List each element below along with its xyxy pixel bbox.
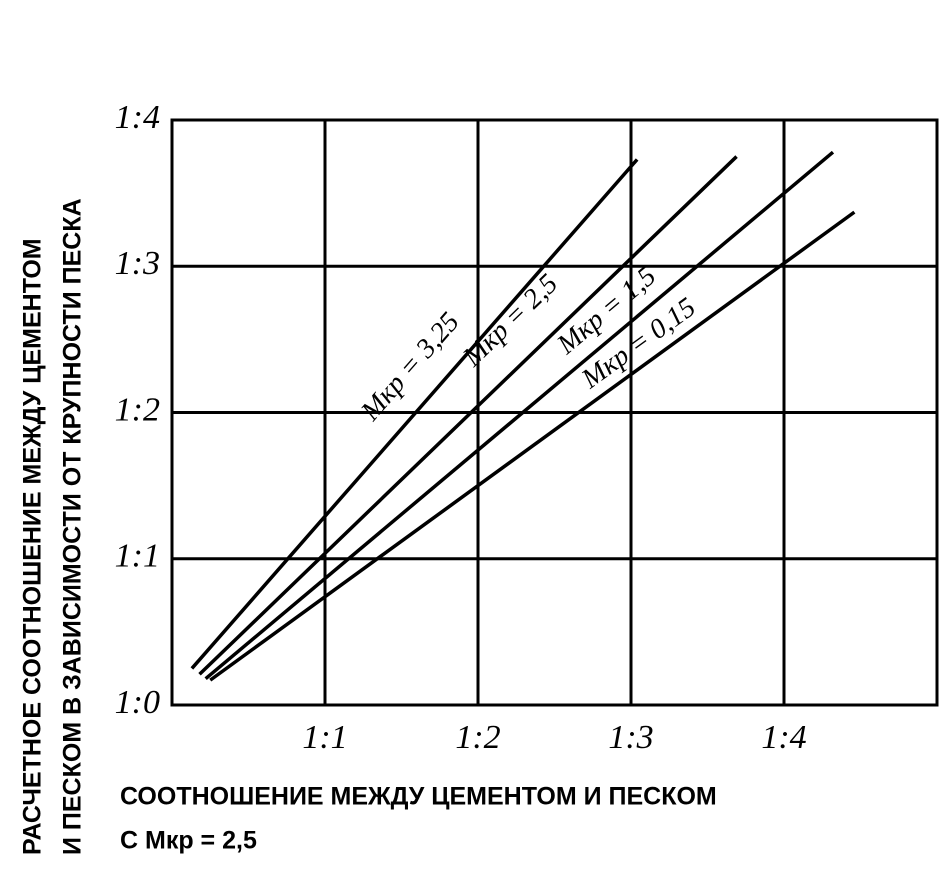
y-tick-label: 1:4 — [115, 99, 160, 136]
y-tick-label: 1:2 — [115, 391, 160, 428]
x-tick-label: 1:2 — [455, 719, 500, 756]
x-axis-label: С Mкр = 2,5 — [120, 827, 257, 855]
x-tick-label: 1:4 — [761, 719, 806, 756]
y-tick-label: 1:0 — [115, 684, 160, 721]
series-label: Mкр = 3,25 — [355, 307, 466, 428]
y-tick-label: 1:3 — [115, 245, 160, 282]
x-tick-label: 1:1 — [302, 719, 347, 756]
series-label: Mкр = 2,5 — [456, 268, 563, 373]
data-line — [198, 155, 738, 676]
y-axis-label: И ПЕСКОМ В ЗАВИСИМОСТИ ОТ КРУПНОСТИ ПЕСК… — [59, 198, 87, 855]
data-line — [209, 210, 856, 682]
data-line — [204, 150, 835, 681]
data-line — [190, 158, 639, 670]
x-axis-label: СООТНОШЕНИЕ МЕЖДУ ЦЕМЕНТОМ И ПЕСКОМ — [120, 783, 717, 811]
y-tick-label: 1:1 — [115, 538, 160, 575]
x-tick-label: 1:3 — [608, 719, 653, 756]
y-axis-label: РАСЧЕТНОЕ СООТНОШЕНИЕ МЕЖДУ ЦЕМЕНТОМ — [19, 238, 47, 855]
